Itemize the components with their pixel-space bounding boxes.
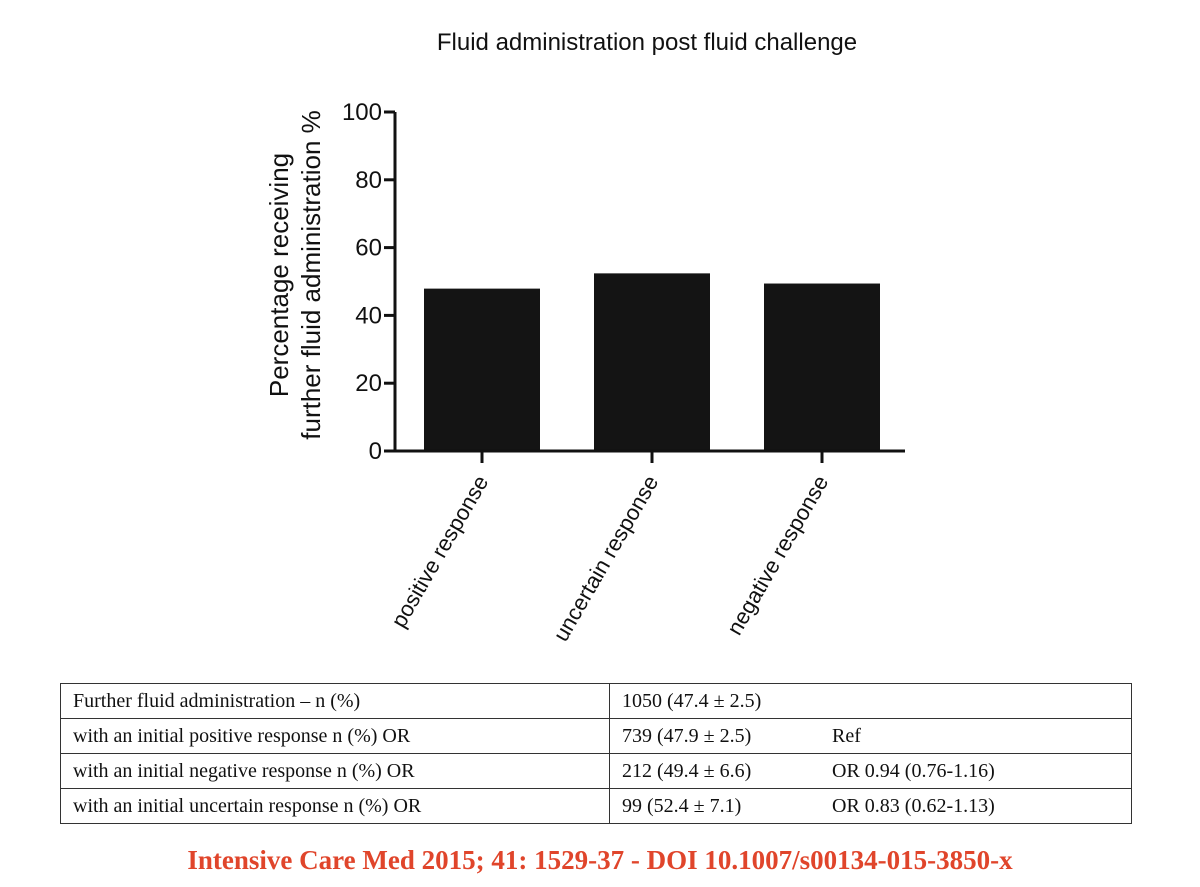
row-odds-ratio: OR 0.83 (0.62-1.13)	[820, 788, 1132, 824]
y-ticks-group: 0 20 40 60 80 100	[342, 99, 395, 465]
row-label: with an initial positive response n (%) …	[60, 718, 610, 754]
results-table: Further fluid administration – n (%) 105…	[60, 683, 1132, 824]
y-tick-label: 0	[369, 438, 382, 465]
bars-group	[424, 273, 880, 451]
chart-title: Fluid administration post fluid challeng…	[437, 29, 857, 56]
row-label: with an initial uncertain response n (%)…	[60, 788, 610, 824]
table-row: with an initial uncertain response n (%)…	[60, 788, 1132, 824]
row-value: 1050 (47.4 ± 2.5)	[609, 683, 820, 719]
x-tick-label: positive response	[386, 471, 493, 632]
bar	[424, 288, 540, 451]
table-row: Further fluid administration – n (%) 105…	[60, 683, 1132, 719]
row-odds-ratio	[820, 683, 1132, 719]
y-tick-label: 80	[355, 167, 382, 194]
y-axis-label-line2: further fluid administration %	[296, 110, 326, 439]
table-row: with an initial positive response n (%) …	[60, 718, 1132, 754]
y-axis-label-line1: Percentage receiving	[264, 153, 294, 397]
y-axis-label: Percentage receiving further fluid admin…	[264, 110, 326, 439]
y-tick-label: 40	[355, 302, 382, 329]
table-row: with an initial negative response n (%) …	[60, 753, 1132, 789]
row-value: 99 (52.4 ± 7.1)	[609, 788, 820, 824]
citation: Intensive Care Med 2015; 41: 1529-37 - D…	[187, 845, 1013, 875]
y-tick-label: 100	[342, 99, 382, 126]
x-ticks-group: positive response uncertain response negat…	[386, 451, 833, 646]
bar-chart: Fluid administration post fluid challeng…	[264, 29, 905, 646]
row-label: with an initial negative response n (%) …	[60, 753, 610, 789]
row-value: 739 (47.9 ± 2.5)	[609, 718, 820, 754]
x-tick-label: uncertain response	[548, 471, 663, 646]
row-value: 212 (49.4 ± 6.6)	[609, 753, 820, 789]
row-odds-ratio: OR 0.94 (0.76-1.16)	[820, 753, 1132, 789]
x-tick-label: negative response	[722, 471, 834, 639]
bar	[764, 283, 880, 451]
y-tick-label: 60	[355, 235, 382, 262]
bar	[594, 273, 710, 451]
row-label: Further fluid administration – n (%)	[60, 683, 610, 719]
row-odds-ratio: Ref	[820, 718, 1132, 754]
y-tick-label: 20	[355, 370, 382, 397]
